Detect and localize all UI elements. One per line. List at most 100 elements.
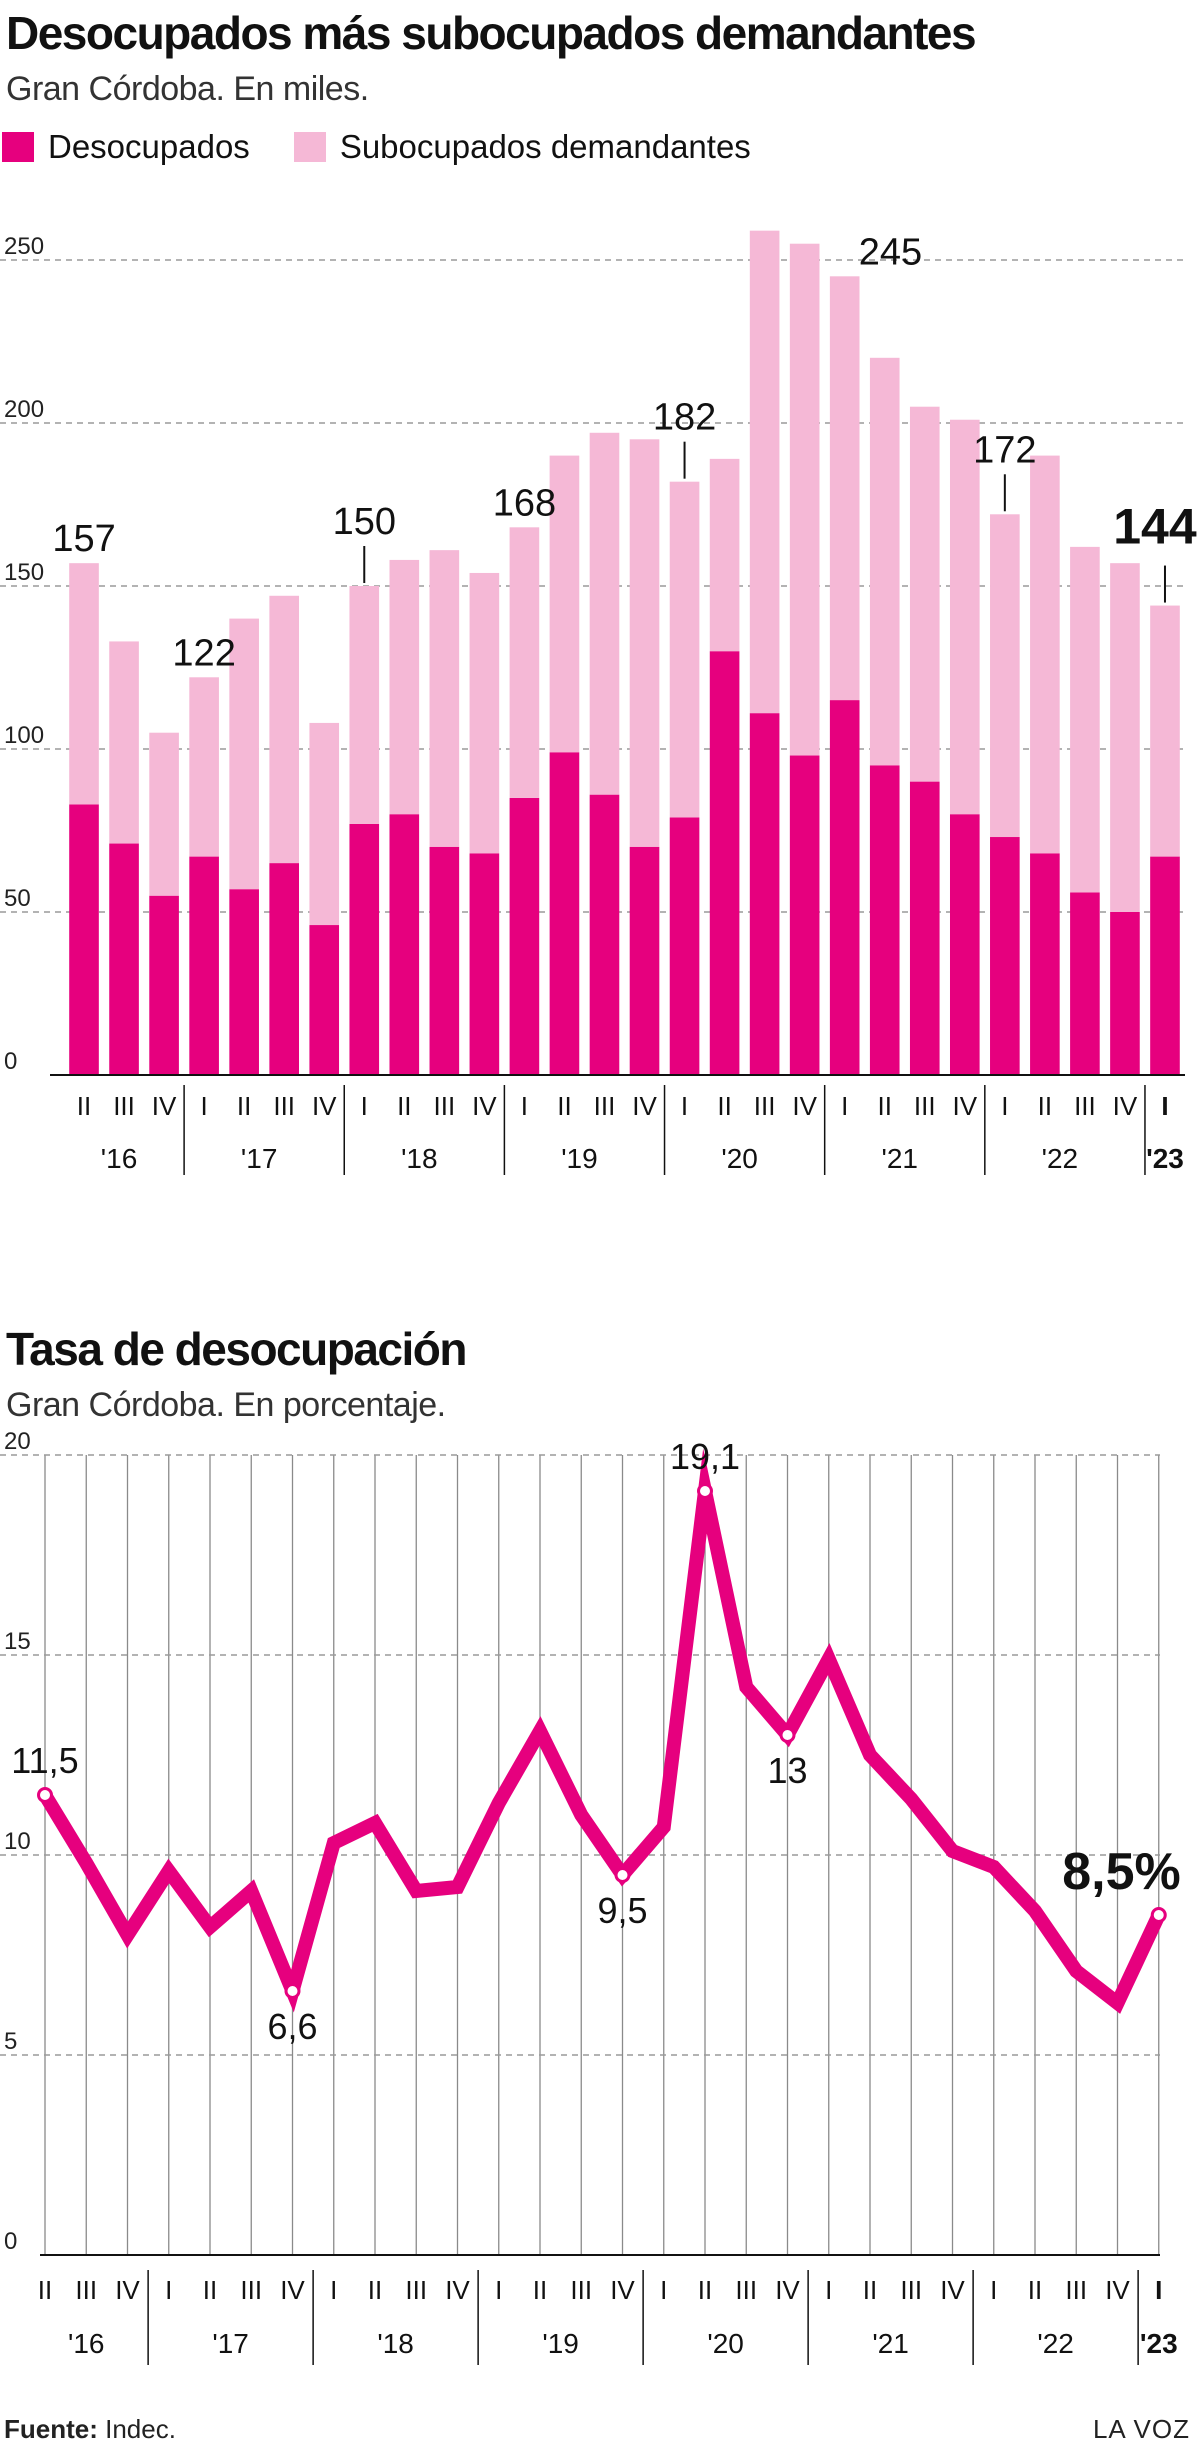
bar-subocupados	[909, 406, 940, 782]
bar-desocupados	[789, 755, 820, 1075]
chart-title-1: Desocupados más subocupados demandantes	[6, 7, 977, 59]
data-label: 144	[1113, 499, 1197, 555]
year-label: '19	[542, 2328, 579, 2359]
x-tick-label: III	[240, 2275, 262, 2305]
bar-desocupados	[269, 863, 300, 1075]
year-label: '16	[68, 2328, 105, 2359]
data-point-marker	[779, 1727, 796, 1743]
x-tick-label: I	[825, 2275, 832, 2305]
bar-subocupados	[709, 458, 740, 652]
x-tick-label: I	[165, 2275, 172, 2305]
bar-subocupados	[789, 243, 820, 756]
year-label: '20	[707, 2328, 744, 2359]
bar-subocupados	[869, 357, 900, 766]
bar-desocupados	[549, 752, 580, 1075]
bar-subocupados	[309, 722, 340, 926]
year-label: '23	[1146, 1143, 1184, 1174]
y-tick-label: 5	[4, 2028, 17, 2055]
bar-subocupados	[69, 563, 99, 805]
x-tick-label: IV	[632, 1091, 657, 1121]
x-tick-label: I	[521, 1091, 528, 1121]
x-tick-label: III	[434, 1091, 456, 1121]
x-tick-label: III	[735, 2275, 757, 2305]
data-label: 172	[973, 429, 1036, 471]
x-tick-label: I	[1001, 1091, 1008, 1121]
bar-desocupados	[149, 895, 179, 1075]
year-label: '17	[212, 2328, 249, 2359]
y-tick-label: 0	[4, 1048, 17, 1075]
bar-subocupados	[509, 527, 540, 798]
bar-subocupados	[269, 595, 300, 864]
x-tick-label: III	[594, 1091, 616, 1121]
x-tick-label: I	[201, 1091, 208, 1121]
bar-subocupados	[669, 481, 700, 818]
year-label: '21	[872, 2328, 909, 2359]
bar-desocupados	[1070, 892, 1100, 1075]
data-label: 245	[859, 231, 922, 273]
y-tick-label: 10	[4, 1828, 31, 1855]
bar-desocupados	[469, 853, 500, 1075]
bar-subocupados	[1070, 546, 1100, 893]
data-point-marker	[284, 1983, 301, 1999]
data-point-marker	[614, 1867, 631, 1883]
x-tick-label: II	[878, 1091, 892, 1121]
bar-desocupados	[229, 889, 259, 1075]
data-label: 6,6	[267, 2006, 317, 2047]
x-tick-label: I	[990, 2275, 997, 2305]
year-label: '22	[1037, 2328, 1074, 2359]
legend-swatch-desocupados	[2, 132, 34, 162]
year-label: '20	[721, 1143, 758, 1174]
bar-subocupados	[469, 572, 500, 854]
source-value: Indec.	[97, 2414, 176, 2444]
x-tick-label: II	[368, 2275, 382, 2305]
x-tick-label: IV	[940, 2275, 965, 2305]
bar-desocupados	[389, 814, 420, 1075]
x-tick-label: I	[1161, 1091, 1168, 1121]
x-tick-label: III	[113, 1091, 135, 1121]
bar-subocupados	[589, 432, 620, 795]
x-tick-label: I	[330, 2275, 337, 2305]
x-tick-label: IV	[792, 1091, 817, 1121]
x-tick-label: III	[754, 1091, 776, 1121]
bar-desocupados	[949, 814, 980, 1075]
bar-desocupados	[109, 843, 139, 1075]
data-point-marker	[37, 1787, 53, 1803]
data-label: 11,5	[11, 1740, 78, 1781]
bar-desocupados	[749, 713, 780, 1075]
y-tick-label: 15	[4, 1628, 31, 1655]
bar-subocupados	[829, 276, 860, 701]
x-tick-label: II	[1038, 1091, 1052, 1121]
x-tick-label: IV	[445, 2275, 470, 2305]
bar-desocupados	[869, 765, 900, 1075]
bar-subocupados	[949, 419, 980, 815]
y-tick-label: 20	[4, 1430, 31, 1455]
x-tick-label: I	[660, 2275, 667, 2305]
legend-label-subocupados: Subocupados demandantes	[339, 128, 751, 165]
legend: Desocupados Subocupados demandantes	[2, 128, 795, 166]
x-tick-label: II	[863, 2275, 877, 2305]
x-tick-label: II	[397, 1091, 411, 1121]
bar-desocupados	[1030, 853, 1060, 1075]
bar-desocupados	[990, 837, 1020, 1075]
bar-desocupados	[509, 797, 540, 1075]
source-label: Fuente:	[4, 2414, 98, 2444]
bar-subocupados	[1110, 563, 1140, 912]
x-tick-label: III	[75, 2275, 97, 2305]
bar-subocupados	[429, 550, 460, 847]
chart-subtitle-1: Gran Córdoba. En miles.	[6, 70, 369, 108]
x-tick-label: IV	[953, 1091, 978, 1121]
bar-desocupados	[669, 817, 700, 1075]
x-tick-label: IV	[1105, 2275, 1130, 2305]
bar-subocupados	[189, 677, 219, 857]
x-tick-label: IV	[152, 1091, 177, 1121]
x-tick-label: II	[77, 1091, 91, 1121]
data-point-marker	[697, 1483, 713, 1499]
x-tick-label: II	[1028, 2275, 1042, 2305]
year-label: '18	[401, 1143, 438, 1174]
x-tick-label: IV	[280, 2275, 305, 2305]
bar-desocupados	[709, 651, 740, 1075]
x-tick-label: IV	[1113, 1091, 1138, 1121]
year-label: '18	[377, 2328, 414, 2359]
